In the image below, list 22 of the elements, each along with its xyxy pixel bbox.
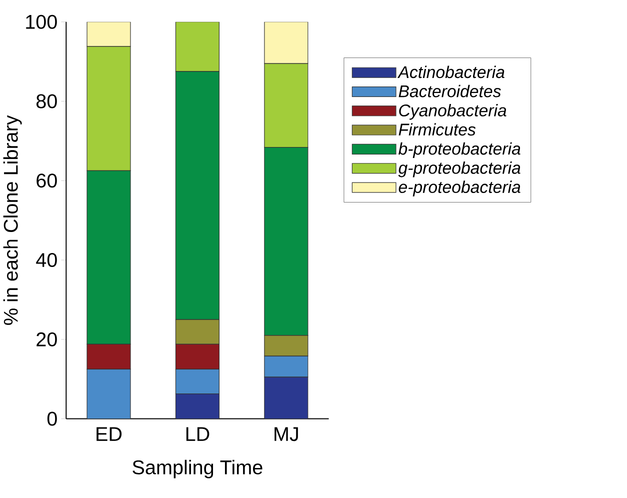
bar <box>264 376 308 419</box>
y-tick-label: 20 <box>36 332 57 346</box>
bar <box>264 22 308 64</box>
legend-label: Firmicutes <box>398 123 476 136</box>
bar <box>86 22 131 47</box>
x-tick-label: ED <box>96 427 122 441</box>
x-axis-title: Sampling Time <box>132 460 262 478</box>
bar <box>175 393 220 419</box>
legend-label: g-proteobacteria <box>398 161 520 178</box>
legend-label: Bacteroidetes <box>398 84 501 98</box>
x-tick-label: MJ <box>274 427 298 441</box>
x-tick-label: LD <box>186 427 210 441</box>
y-tick-label: 100 <box>26 14 57 29</box>
legend-label: b-proteobacteria <box>398 142 520 158</box>
y-tick-label: 0 <box>47 412 57 426</box>
y-tick-label: 80 <box>36 94 57 108</box>
y-axis-title: % in each Clone Library <box>3 115 22 325</box>
y-tick-label: 40 <box>36 252 57 267</box>
legend-label: e-proteobacteria <box>398 180 520 196</box>
legend-label: Cyanobacteria <box>399 104 506 120</box>
y-tick-label: 60 <box>36 173 57 188</box>
legend-label: Actinobacteria <box>397 66 504 78</box>
